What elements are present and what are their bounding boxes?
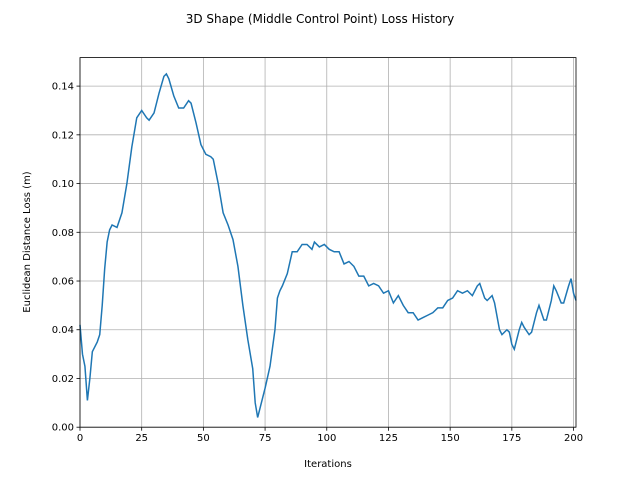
loss-line (79, 72, 577, 418)
plot-frame (79, 57, 577, 428)
y-tick-label: 0.12 (52, 130, 74, 141)
x-tick-label: 100 (317, 433, 336, 444)
x-tick-label: 50 (197, 433, 210, 444)
y-tick-label: 0.04 (52, 325, 74, 336)
chart-title: 3D Shape (Middle Control Point) Loss His… (186, 12, 455, 26)
y-tick-label: 0.00 (52, 423, 74, 434)
y-tick-label: 0.10 (52, 179, 74, 190)
y-tick-label: 0.06 (52, 277, 74, 288)
y-tick-label: 0.08 (52, 228, 74, 239)
x-tick-label: 0 (77, 433, 83, 444)
x-tick-label: 25 (135, 433, 148, 444)
x-tick-label: 125 (379, 433, 398, 444)
x-tick-label: 75 (259, 433, 272, 444)
x-tick-label: 150 (441, 433, 460, 444)
x-axis-label: Iterations (304, 459, 352, 470)
x-tick-label: 200 (564, 433, 583, 444)
y-tick-label: 0.02 (52, 374, 74, 385)
x-tick-label: 175 (502, 433, 521, 444)
y-axis-label: Euclidean Distance Loss (m) (22, 171, 33, 313)
y-tick-label: 0.14 (52, 82, 74, 93)
